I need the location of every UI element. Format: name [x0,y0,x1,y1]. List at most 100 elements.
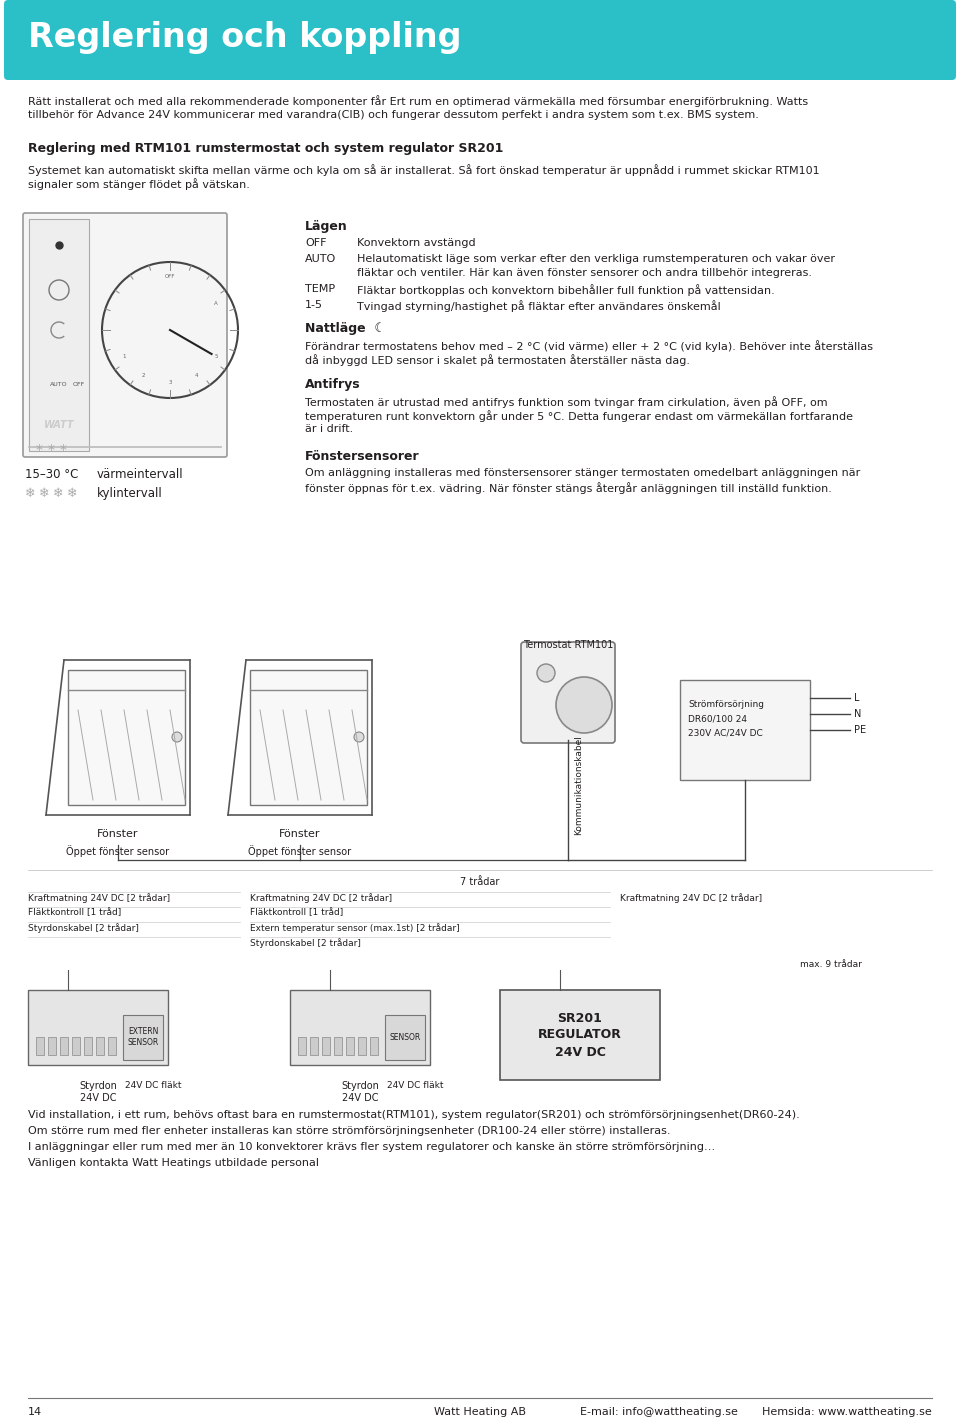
Text: Watt Heating AB: Watt Heating AB [434,1407,526,1417]
Bar [346,1037,354,1055]
FancyBboxPatch shape [521,642,615,743]
Text: 7 trådar: 7 trådar [460,877,500,887]
Bar [500,990,660,1079]
Bar [96,1037,104,1055]
Text: Termostaten är utrustad med antifrys funktion som tvingar fram cirkulation, även: Termostaten är utrustad med antifrys fun… [305,396,828,408]
Text: SR201
REGULATOR
24V DC: SR201 REGULATOR 24V DC [538,1011,622,1058]
Text: OFF: OFF [305,238,326,248]
Text: kylintervall: kylintervall [97,488,163,501]
Text: Vänligen kontakta Watt Heatings utbildade personal: Vänligen kontakta Watt Heatings utbildad… [28,1158,319,1168]
Text: Reglering med RTM101 rumstermostat och system regulator SR201: Reglering med RTM101 rumstermostat och s… [28,143,503,155]
Text: fläktar och ventiler. Här kan även fönster sensorer och andra tillbehör integrer: fläktar och ventiler. Här kan även fönst… [357,268,812,278]
Circle shape [537,665,555,682]
Text: 24V DC fläkt: 24V DC fläkt [125,1081,181,1089]
Bar [28,990,168,1065]
Text: 1-5: 1-5 [305,299,323,309]
Text: är i drift.: är i drift. [305,424,353,434]
Text: temperaturen runt konvektorn går under 5 °C. Detta fungerar endast om värmekälla: temperaturen runt konvektorn går under 5… [305,411,853,422]
Bar [250,670,367,806]
Text: Hemsida: www.wattheating.se: Hemsida: www.wattheating.se [762,1407,932,1417]
Text: Lägen: Lägen [305,220,348,232]
Text: Fläktkontroll [1 tråd]: Fläktkontroll [1 tråd] [250,908,344,917]
Text: 5: 5 [214,354,218,359]
Text: Antifrys: Antifrys [305,378,361,391]
Bar [370,1037,378,1055]
Text: L: L [854,693,859,703]
Text: PE: PE [854,724,866,734]
Bar [29,220,89,451]
Text: Rätt installerat och med alla rekommenderade komponenter får Ert rum en optimera: Rätt installerat och med alla rekommende… [28,96,808,107]
Text: TEMP: TEMP [305,284,335,294]
Text: Konvektorn avstängd: Konvektorn avstängd [357,238,475,248]
Text: Kraftmatning 24V DC [2 trådar]: Kraftmatning 24V DC [2 trådar] [620,893,762,903]
Text: Styrdon
24V DC: Styrdon 24V DC [341,1081,379,1104]
Text: E-mail: info@wattheating.se: E-mail: info@wattheating.se [580,1407,738,1417]
Text: *: * [47,443,55,456]
Bar [60,1037,68,1055]
Circle shape [556,677,612,733]
Bar [385,1015,425,1060]
Circle shape [172,732,182,742]
Text: *: * [36,443,42,456]
Text: DR60/100 24: DR60/100 24 [688,714,747,723]
Bar [68,670,185,806]
Text: I anläggningar eller rum med mer än 10 konvektorer krävs fler system regulatorer: I anläggningar eller rum med mer än 10 k… [28,1142,715,1152]
Text: Fönstersensorer: Fönstersensorer [305,451,420,463]
Text: signaler som stänger flödet på vätskan.: signaler som stänger flödet på vätskan. [28,178,250,190]
Text: ❄: ❄ [67,488,78,501]
Bar [108,1037,116,1055]
Text: Reglering och koppling: Reglering och koppling [28,21,462,54]
Bar [358,1037,366,1055]
Text: A: A [214,301,218,307]
Text: EXTERN
SENSOR: EXTERN SENSOR [128,1027,158,1047]
Text: 24V DC fläkt: 24V DC fläkt [387,1081,444,1089]
FancyBboxPatch shape [23,212,227,456]
Text: ❄: ❄ [39,488,50,501]
Text: Termostat RTM101: Termostat RTM101 [523,640,613,650]
Text: 15–30 °C: 15–30 °C [25,468,79,481]
Bar [298,1037,306,1055]
Text: värmeintervall: värmeintervall [97,468,183,481]
Text: Extern temperatur sensor (max.1st) [2 trådar]: Extern temperatur sensor (max.1st) [2 tr… [250,923,460,933]
Text: fönster öppnas för t.ex. vädring. När fönster stängs återgår anläggningen till i: fönster öppnas för t.ex. vädring. När fö… [305,482,832,493]
Bar [36,1037,44,1055]
Text: *: * [60,443,66,456]
Text: WATT: WATT [44,421,74,431]
Text: tillbehör för Advance 24V kommunicerar med varandra(CIB) och fungerar dessutom p: tillbehör för Advance 24V kommunicerar m… [28,110,758,120]
Text: Tvingad styrning/hastighet på fläktar efter användares önskemål: Tvingad styrning/hastighet på fläktar ef… [357,299,721,312]
Text: 14: 14 [28,1407,42,1417]
Text: Om större rum med fler enheter installeras kan större strömförsörjningsenheter (: Om större rum med fler enheter installer… [28,1127,670,1137]
Bar [72,1037,80,1055]
Text: AUTO: AUTO [50,382,68,388]
Text: 4: 4 [195,374,199,378]
Bar [680,680,810,780]
Bar [290,990,430,1065]
Text: Kraftmatning 24V DC [2 trådar]: Kraftmatning 24V DC [2 trådar] [28,893,170,903]
Text: Styrdonskabel [2 trådar]: Styrdonskabel [2 trådar] [250,938,361,948]
Text: 2: 2 [142,374,145,378]
Text: Nattläge  ☾: Nattläge ☾ [305,322,386,335]
Text: OFF: OFF [165,274,176,279]
Text: ❄: ❄ [25,488,36,501]
Circle shape [354,732,364,742]
Text: Öppet fönster sensor: Öppet fönster sensor [249,846,351,857]
Text: Systemet kan automatiskt skifta mellan värme och kyla om så är installerat. Så f: Systemet kan automatiskt skifta mellan v… [28,164,820,175]
Text: Fönster: Fönster [97,829,139,838]
Text: Fläktar bortkopplas och konvektorn bibehåller full funktion på vattensidan.: Fläktar bortkopplas och konvektorn bibeh… [357,284,775,297]
Text: Förändrar termostatens behov med – 2 °C (vid värme) eller + 2 °C (vid kyla). Beh: Förändrar termostatens behov med – 2 °C … [305,339,873,352]
Text: 3: 3 [168,381,172,385]
Text: max. 9 trådar: max. 9 trådar [800,960,862,970]
Text: SENSOR: SENSOR [390,1032,420,1041]
Text: 1: 1 [122,354,126,359]
Text: Öppet fönster sensor: Öppet fönster sensor [66,846,170,857]
Bar [123,1015,163,1060]
Text: Strömförsörjning: Strömförsörjning [688,700,764,709]
Text: Styrdon
24V DC: Styrdon 24V DC [79,1081,117,1104]
Bar [84,1037,92,1055]
Bar [334,1037,342,1055]
Text: Fläktkontroll [1 tråd]: Fläktkontroll [1 tråd] [28,908,121,917]
Text: AUTO: AUTO [305,254,336,264]
Text: Fönster: Fönster [279,829,321,838]
Text: Helautomatiskt läge som verkar efter den verkliga rumstemperaturen och vakar öve: Helautomatiskt läge som verkar efter den… [357,254,835,264]
Text: N: N [854,709,861,719]
